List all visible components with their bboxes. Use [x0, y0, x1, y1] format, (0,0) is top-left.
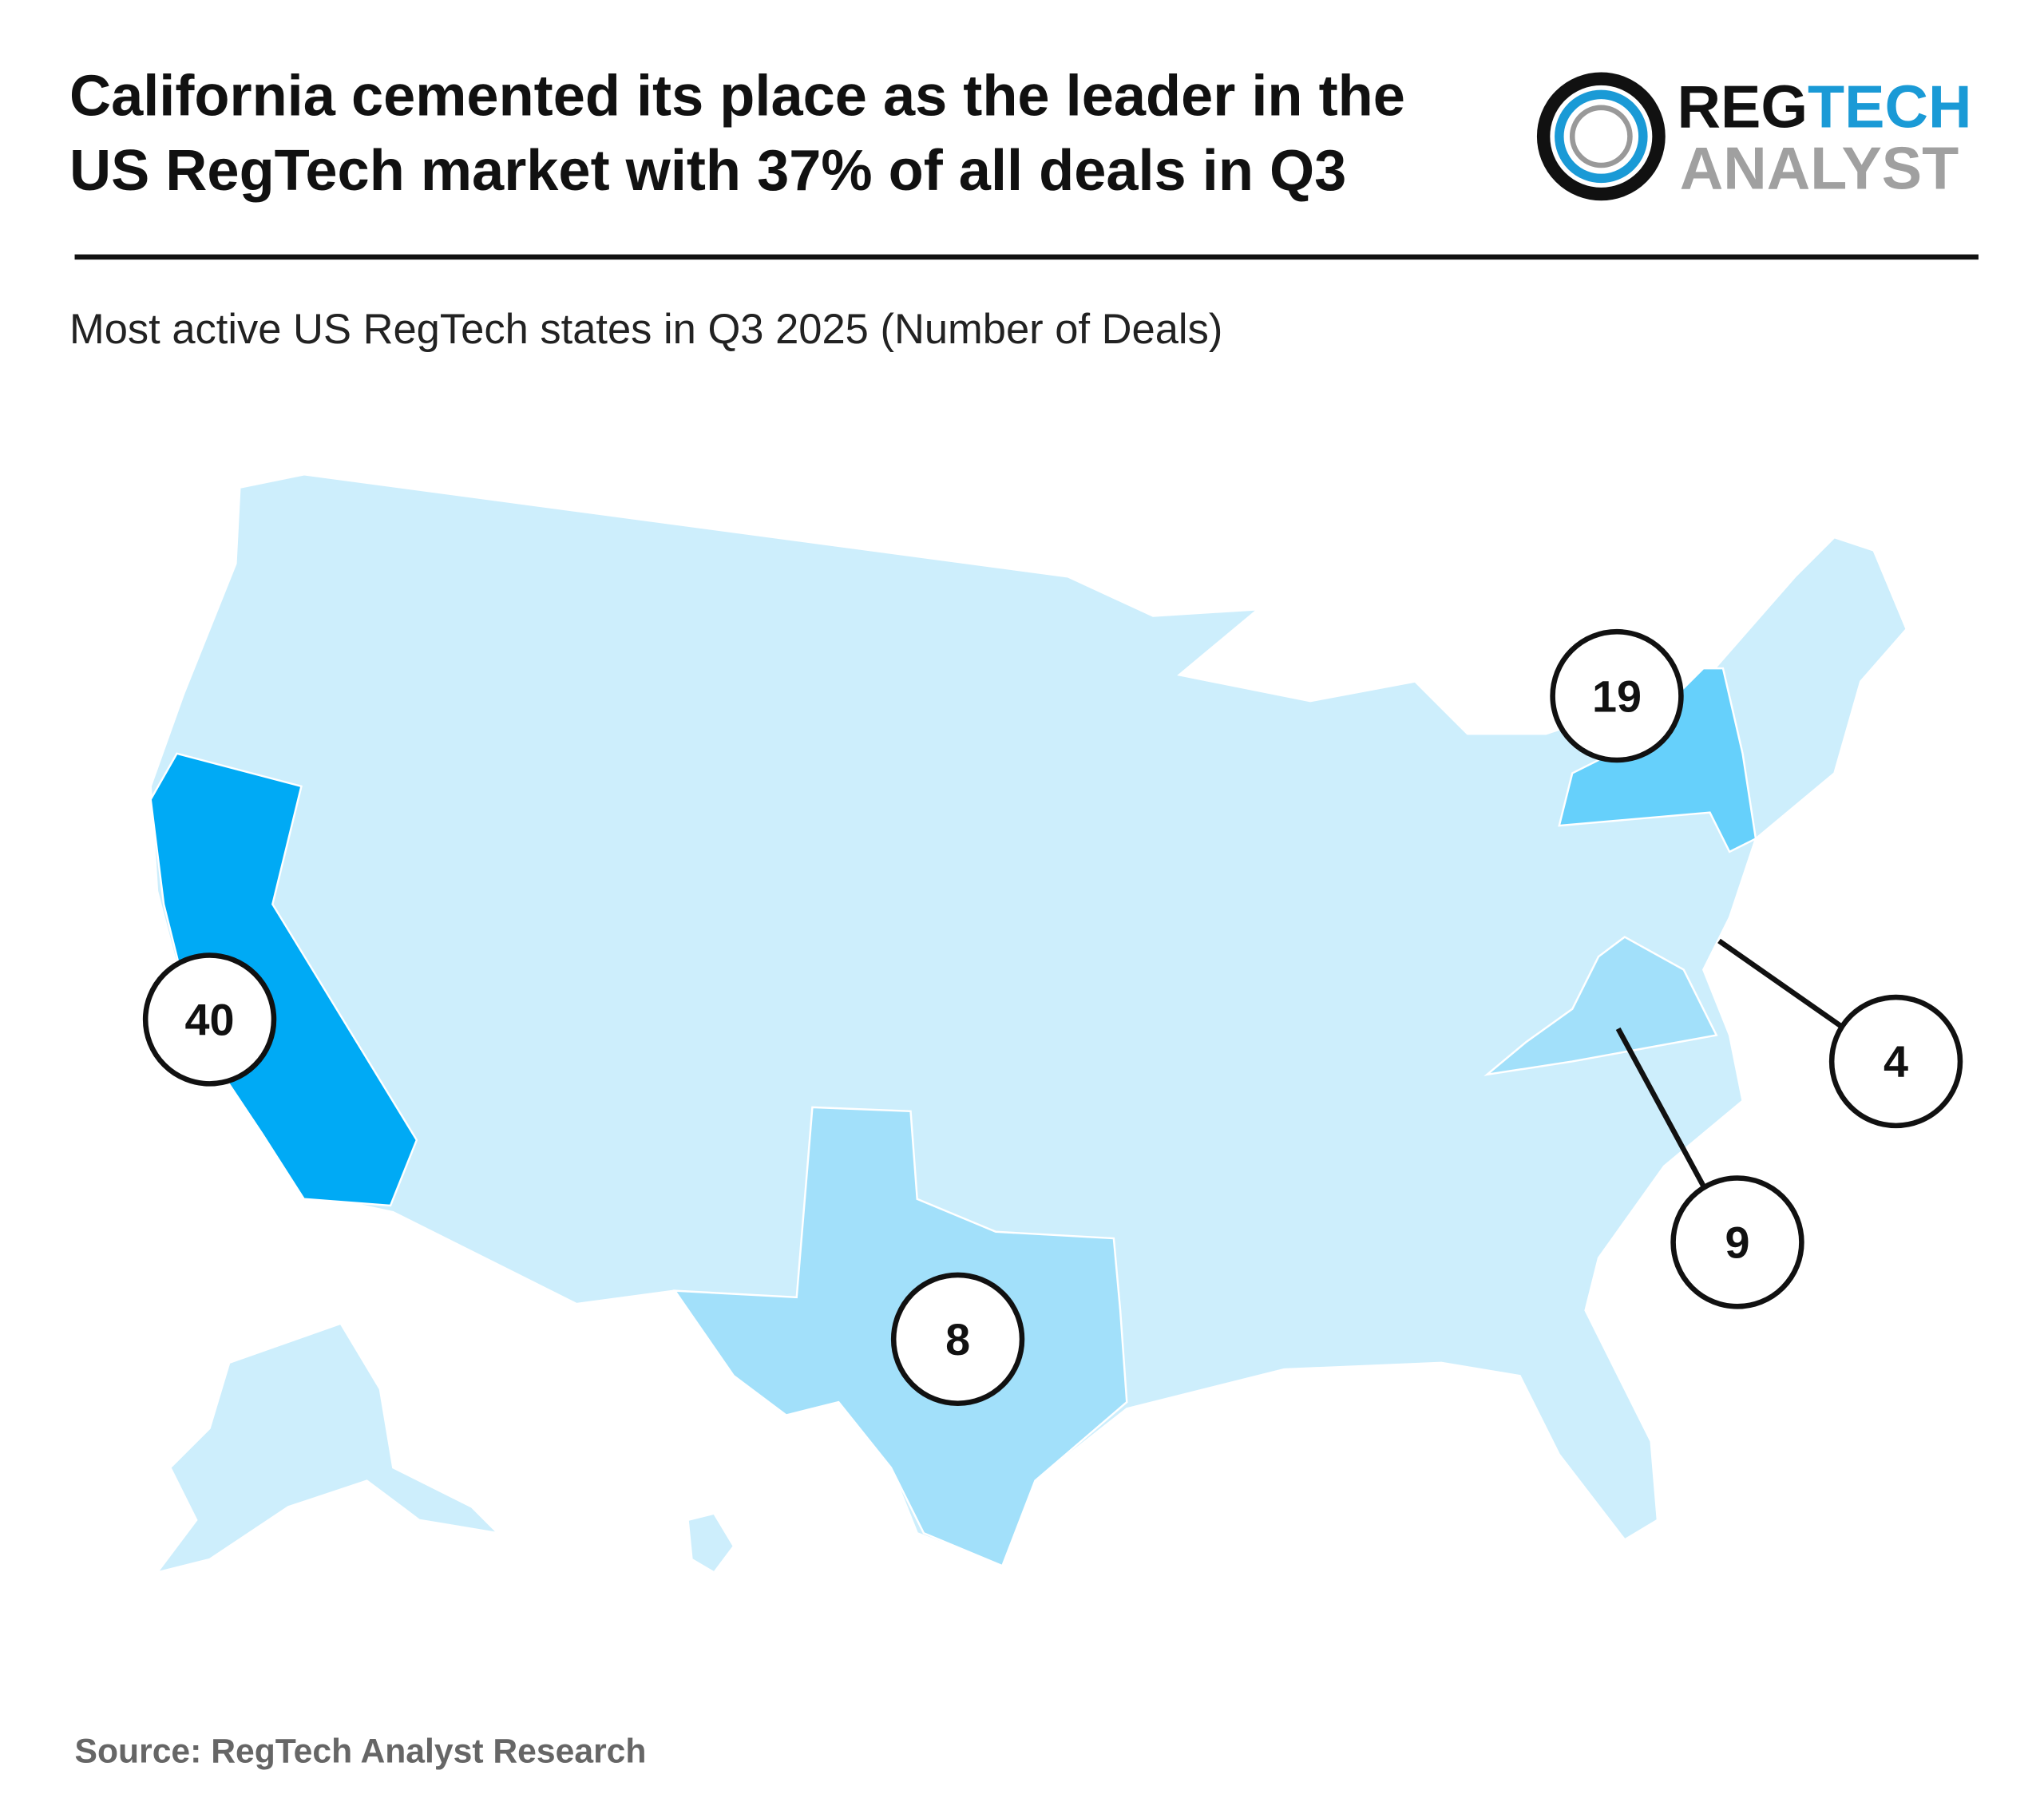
- source: Source: RegTech Analyst Research: [75, 1732, 647, 1770]
- state-shape: [149, 752, 418, 1207]
- logo-analyst: ANALYST: [1680, 135, 1959, 202]
- bubble-label: 4: [1884, 1036, 1908, 1087]
- title-line: California cemented its place as the lea…: [69, 65, 1405, 129]
- bubble: [1550, 628, 1684, 763]
- logo-text: REGTECH: [1678, 73, 1972, 140]
- bubble-label: 19: [1592, 671, 1642, 721]
- subtitle: Most active US RegTech states in Q3 2025…: [69, 306, 1222, 353]
- bubble: [142, 952, 277, 1087]
- logo-reg: REG: [1678, 73, 1808, 140]
- bubble-label: 8: [945, 1314, 970, 1364]
- logo: REGTECH ANALYST: [1536, 72, 1972, 202]
- leader-line: [1717, 938, 1843, 1028]
- bubble: [1828, 994, 1963, 1129]
- bubble: [1670, 1175, 1804, 1309]
- us-mainland: [149, 473, 1908, 1567]
- state-shape: [1483, 936, 1718, 1076]
- logo-ring: [1555, 89, 1648, 184]
- bubble: [890, 1272, 1025, 1407]
- hawaii: [687, 1512, 735, 1574]
- leader-line: [1615, 1027, 1706, 1187]
- title-line: US RegTech market with 37% of all deals …: [69, 139, 1346, 203]
- logo-ring: [1569, 105, 1633, 168]
- bubble-label: 40: [185, 995, 235, 1045]
- logo-ring: [1536, 72, 1666, 201]
- logo-tech: TECH: [1808, 73, 1971, 140]
- alaska: [154, 1322, 501, 1574]
- bubble-label: 9: [1725, 1218, 1749, 1268]
- bubbles: 40 19 4 9 8: [142, 628, 1963, 1407]
